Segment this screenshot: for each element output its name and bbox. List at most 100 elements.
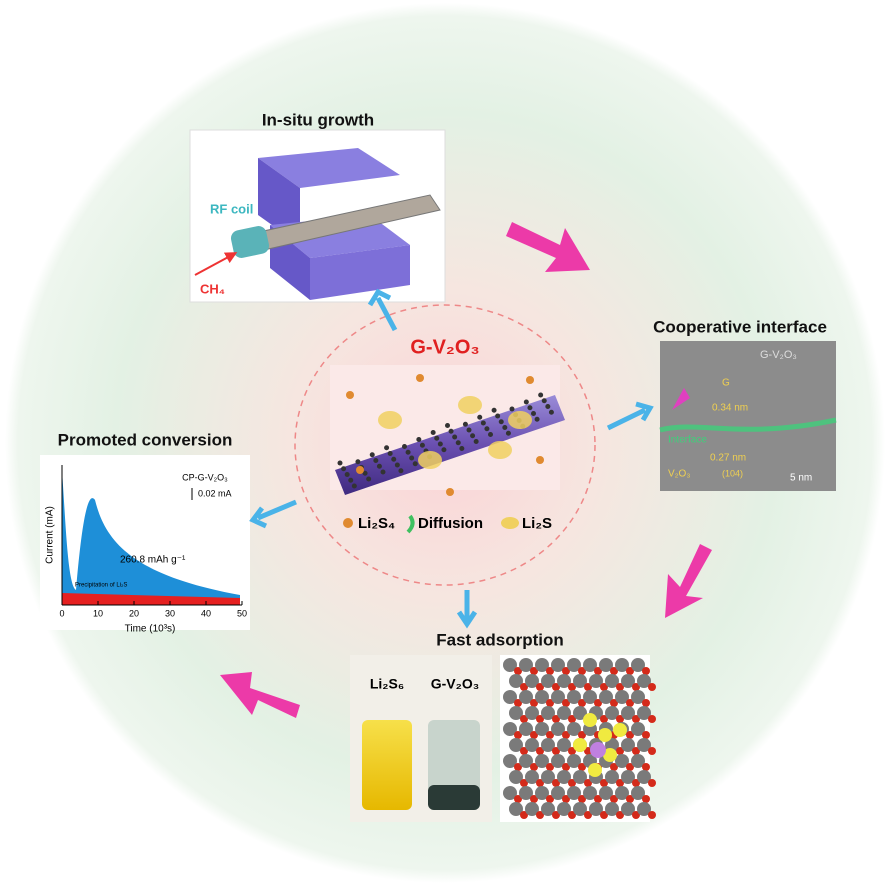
rf-coil xyxy=(230,226,270,258)
particle xyxy=(491,407,497,413)
dashed-ring xyxy=(294,304,596,586)
particle xyxy=(527,405,533,411)
axis-label: Time (10³s) xyxy=(125,624,176,635)
pointer xyxy=(672,388,690,410)
atom xyxy=(637,674,651,688)
atom xyxy=(567,690,581,704)
particle xyxy=(445,423,450,428)
atom xyxy=(594,699,602,707)
legend-text: Diffusion xyxy=(418,515,483,532)
atom xyxy=(530,667,538,675)
atom xyxy=(578,763,586,771)
atom xyxy=(621,770,635,784)
conversion-panel: Promoted conversion Current (mA) Time (1… xyxy=(40,430,250,635)
atom xyxy=(642,731,650,739)
atom xyxy=(615,754,629,768)
legend-icon xyxy=(343,518,353,528)
li2s4 xyxy=(416,374,424,382)
atom xyxy=(509,770,523,784)
sulfur-atom xyxy=(598,728,612,742)
atom xyxy=(535,722,549,736)
atom xyxy=(573,674,587,688)
atom xyxy=(631,722,645,736)
particle xyxy=(502,425,508,430)
atom xyxy=(599,690,613,704)
particle xyxy=(473,439,479,444)
atom xyxy=(615,690,629,704)
particle xyxy=(488,432,493,437)
particle xyxy=(448,428,454,434)
atom xyxy=(530,731,538,739)
atom xyxy=(632,747,640,755)
vial-yellow xyxy=(362,720,412,810)
atom xyxy=(546,699,554,707)
atom xyxy=(552,747,560,755)
li2s-cluster xyxy=(488,441,512,459)
particle xyxy=(362,470,368,476)
atom xyxy=(642,699,650,707)
atom xyxy=(626,699,634,707)
atom xyxy=(557,674,571,688)
atom xyxy=(535,658,549,672)
particle xyxy=(455,440,461,446)
atom xyxy=(541,770,555,784)
atom xyxy=(519,690,533,704)
atom xyxy=(632,715,640,723)
atom xyxy=(552,779,560,787)
atom xyxy=(573,706,587,720)
atom xyxy=(551,754,565,768)
atom xyxy=(567,754,581,768)
atom xyxy=(541,738,555,752)
particle xyxy=(402,444,407,449)
atom xyxy=(648,715,656,723)
particle xyxy=(430,430,436,435)
x-tick-label: 30 xyxy=(165,608,175,618)
atom xyxy=(600,779,608,787)
li2s-cluster xyxy=(508,411,532,429)
particle xyxy=(498,419,504,425)
atom xyxy=(583,658,597,672)
atom xyxy=(520,683,528,691)
atom xyxy=(648,683,656,691)
particle xyxy=(416,437,422,442)
x-tick-label: 20 xyxy=(129,608,139,618)
atom xyxy=(520,747,528,755)
atom xyxy=(514,699,522,707)
atom xyxy=(551,658,565,672)
atom xyxy=(536,779,544,787)
panel-title: In-situ growth xyxy=(262,110,374,129)
atom xyxy=(578,795,586,803)
atom xyxy=(568,715,576,723)
legend-icon xyxy=(406,514,415,534)
atom xyxy=(621,802,635,816)
atom xyxy=(519,722,533,736)
particle xyxy=(419,442,425,448)
atom xyxy=(578,667,586,675)
atom xyxy=(610,795,618,803)
atom xyxy=(509,674,523,688)
atom xyxy=(546,667,554,675)
atom xyxy=(503,722,517,736)
atom xyxy=(525,802,539,816)
particle xyxy=(480,420,486,426)
atom xyxy=(503,690,517,704)
particle xyxy=(484,426,490,432)
label: V₂O₃ xyxy=(668,469,690,480)
label: G-V₂O₃ xyxy=(760,349,797,361)
atom xyxy=(573,770,587,784)
particle xyxy=(538,392,544,398)
legend-text: Li₂S₄ xyxy=(358,515,395,532)
atom xyxy=(519,786,533,800)
particle xyxy=(437,441,443,447)
atom xyxy=(648,779,656,787)
atom xyxy=(557,802,571,816)
precipitation-area xyxy=(62,593,240,605)
particle xyxy=(412,461,418,467)
label: Li₂S₆ xyxy=(370,676,404,692)
atom xyxy=(600,715,608,723)
atom xyxy=(616,715,624,723)
legend-icon xyxy=(501,517,519,529)
atom xyxy=(610,699,618,707)
particle xyxy=(523,399,529,405)
label: CH₄ xyxy=(200,281,225,296)
